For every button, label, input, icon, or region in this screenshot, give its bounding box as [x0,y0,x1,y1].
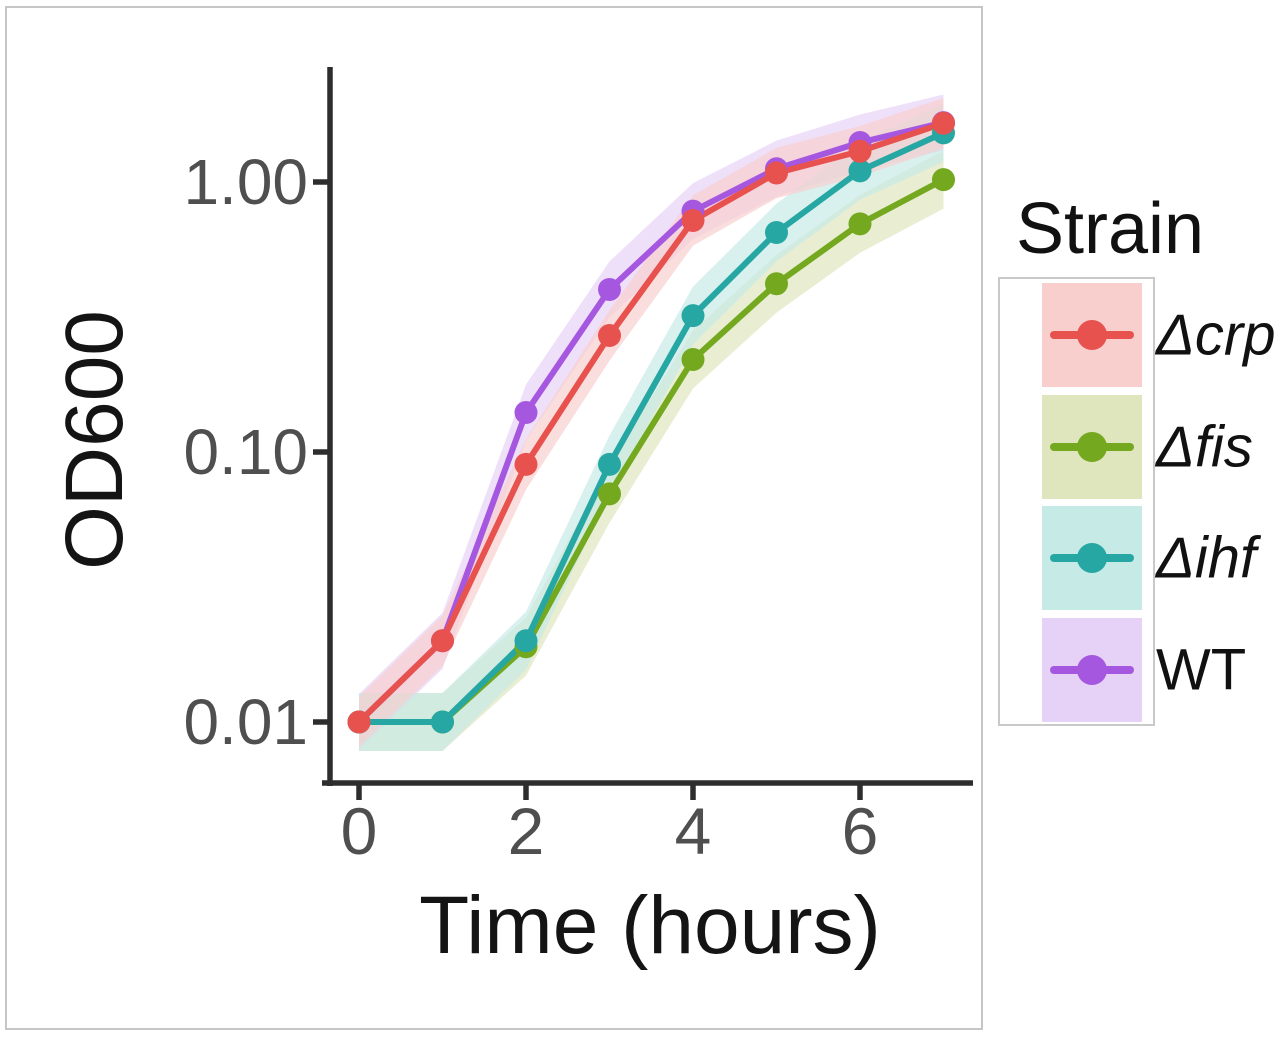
x-axis-tick-label-6: 6 [841,794,879,868]
y-axis-tick-label-0.10: 0.10 [183,416,308,488]
legend-key-tile-crp [1042,283,1142,387]
x-axis-tick-label-0: 0 [340,794,378,868]
legend-key-dot-wt [1077,655,1107,685]
y-axis-title: OD600 [49,310,140,570]
legend-key-tile-ihf [1042,506,1142,610]
legend-item-fis: Δfis [1042,395,1272,499]
x-axis-title: Time (hours) [419,880,881,971]
legend-title: Strain [1016,189,1205,269]
legend-label-crp: Δcrp [1156,302,1276,368]
legend-label-fis: Δfis [1156,414,1253,480]
legend-item-crp: Δcrp [1042,283,1276,387]
legend-key-dot-ihf [1077,543,1107,573]
legend-label-ihf: Δihf [1156,525,1257,591]
legend-key-dot-fis [1077,432,1107,462]
legend-key-dot-crp [1077,320,1107,350]
x-axis-tick-label-4: 4 [674,794,712,868]
x-axis-tick-label-2: 2 [507,794,545,868]
y-axis-tick-label-0.01: 0.01 [183,686,308,758]
y-axis-tick-label-1.00: 1.00 [183,146,308,218]
legend-item-ihf: Δihf [1042,506,1272,610]
legend-label-wt: WT [1156,637,1247,703]
legend-key-tile-wt [1042,618,1142,722]
legend-key-tile-fis [1042,395,1142,499]
legend-item-wt: WT [1042,618,1272,722]
